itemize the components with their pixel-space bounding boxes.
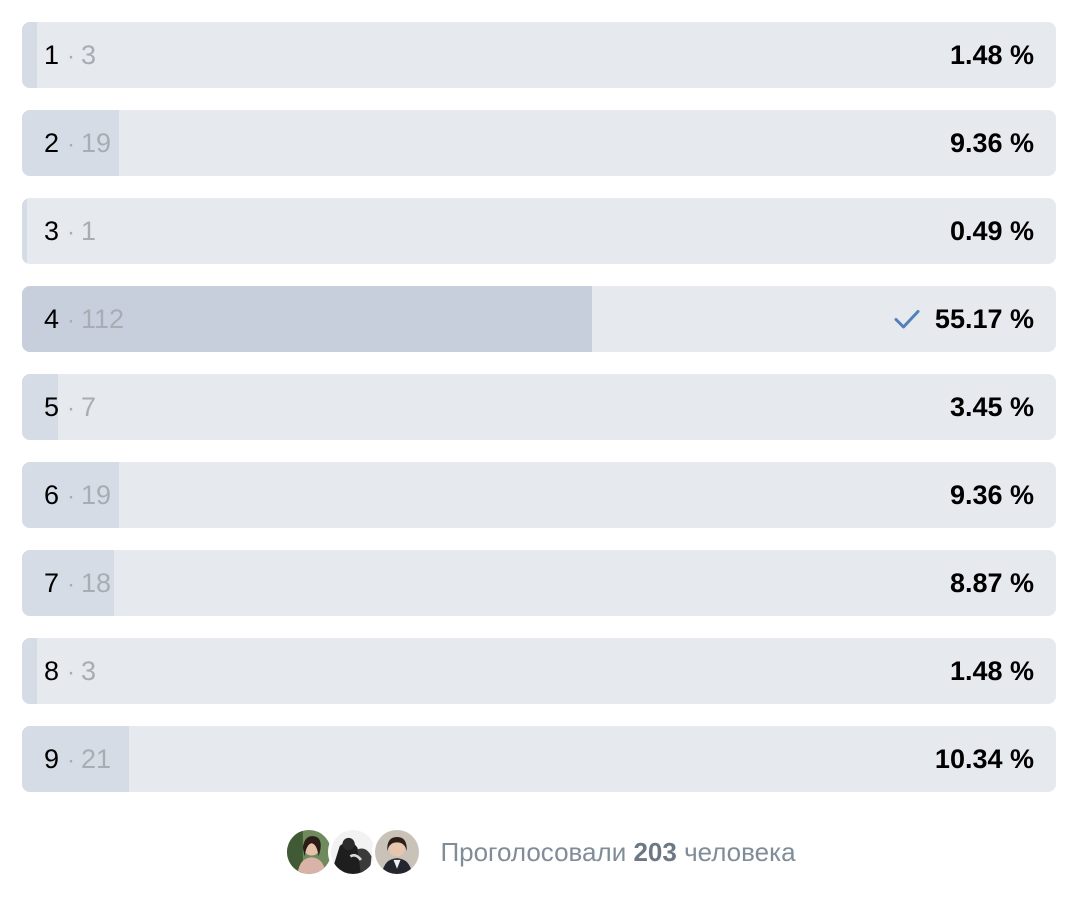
poll-option-label: 1 · 3 bbox=[44, 22, 96, 88]
option-percent: 55.17 % bbox=[934, 303, 1034, 334]
poll-option-6[interactable]: 6 · 19 9.36 % bbox=[22, 462, 1056, 528]
poll-results: 1 · 3 1.48 % 2 · 19 9.36 % 3 · 1 0.49 % 4 · 112 … bbox=[22, 22, 1056, 814]
poll-option-fill bbox=[22, 550, 114, 616]
separator: · bbox=[67, 571, 76, 598]
poll-option-result: 1.48 % bbox=[950, 22, 1034, 88]
poll-option-result: 1.48 % bbox=[950, 638, 1034, 704]
poll-option-3[interactable]: 3 · 1 0.49 % bbox=[22, 198, 1056, 264]
poll-option-1[interactable]: 1 · 3 1.48 % bbox=[22, 22, 1056, 88]
poll-option-7[interactable]: 7 · 18 8.87 % bbox=[22, 550, 1056, 616]
option-vote-count: 21 bbox=[81, 744, 112, 774]
option-title: 3 bbox=[44, 216, 60, 246]
poll-option-fill bbox=[22, 726, 129, 792]
poll-option-9[interactable]: 9 · 21 10.34 % bbox=[22, 726, 1056, 792]
poll-option-fill bbox=[22, 198, 27, 264]
poll-option-result: 55.17 % bbox=[893, 286, 1034, 352]
poll-option-label: 5 · 7 bbox=[44, 374, 96, 440]
separator: · bbox=[67, 131, 76, 158]
option-title: 5 bbox=[44, 392, 60, 422]
option-title: 6 bbox=[44, 480, 60, 510]
option-percent: 1.48 % bbox=[949, 655, 1034, 686]
poll-option-result: 3.45 % bbox=[950, 374, 1034, 440]
poll-option-result: 10.34 % bbox=[935, 726, 1034, 792]
poll-option-fill bbox=[22, 462, 119, 528]
voters-prefix: Проголосовали bbox=[440, 836, 627, 867]
option-percent: 3.45 % bbox=[949, 391, 1034, 422]
poll-option-label: 9 · 21 bbox=[44, 726, 111, 792]
poll-option-result: 0.49 % bbox=[950, 198, 1034, 264]
poll-option-label: 4 · 112 bbox=[44, 286, 124, 352]
option-vote-count: 18 bbox=[81, 568, 112, 598]
poll-option-result: 8.87 % bbox=[950, 550, 1034, 616]
poll-option-8[interactable]: 8 · 3 1.48 % bbox=[22, 638, 1056, 704]
avatar-user-2-icon[interactable] bbox=[328, 827, 379, 877]
voters-summary[interactable]: Проголосовали 203 человека bbox=[440, 837, 795, 868]
voter-avatars[interactable] bbox=[284, 827, 423, 877]
poll-option-fill bbox=[22, 638, 37, 704]
poll-option-4[interactable]: 4 · 112 55.17 % bbox=[22, 286, 1056, 352]
option-vote-count: 19 bbox=[81, 480, 112, 510]
option-vote-count: 7 bbox=[81, 392, 97, 422]
poll-option-label: 6 · 19 bbox=[44, 462, 111, 528]
poll-option-fill bbox=[22, 110, 119, 176]
option-title: 4 bbox=[44, 304, 60, 334]
option-vote-count: 3 bbox=[81, 656, 97, 686]
separator: · bbox=[67, 43, 76, 70]
option-title: 2 bbox=[44, 128, 60, 158]
avatar-user-3-icon[interactable] bbox=[372, 827, 423, 877]
avatar-user-1-icon[interactable] bbox=[284, 827, 335, 877]
separator: · bbox=[67, 219, 76, 246]
option-title: 1 bbox=[44, 40, 60, 70]
option-percent: 10.34 % bbox=[934, 743, 1034, 774]
poll-option-label: 2 · 19 bbox=[44, 110, 111, 176]
option-percent: 9.36 % bbox=[949, 127, 1034, 158]
option-percent: 9.36 % bbox=[949, 479, 1034, 510]
poll-option-label: 7 · 18 bbox=[44, 550, 111, 616]
check-icon bbox=[894, 310, 920, 329]
voters-total: 203 bbox=[633, 836, 677, 867]
poll-option-2[interactable]: 2 · 19 9.36 % bbox=[22, 110, 1056, 176]
option-title: 7 bbox=[44, 568, 60, 598]
option-vote-count: 1 bbox=[81, 216, 97, 246]
poll-option-5[interactable]: 5 · 7 3.45 % bbox=[22, 374, 1056, 440]
poll-option-result: 9.36 % bbox=[950, 462, 1034, 528]
option-vote-count: 19 bbox=[81, 128, 112, 158]
voters-suffix: человека bbox=[684, 836, 796, 867]
poll-option-fill bbox=[22, 286, 592, 352]
separator: · bbox=[67, 483, 76, 510]
poll-option-label: 3 · 1 bbox=[44, 198, 96, 264]
option-percent: 8.87 % bbox=[949, 567, 1034, 598]
separator: · bbox=[67, 659, 76, 686]
option-percent: 1.48 % bbox=[949, 39, 1034, 70]
poll-option-label: 8 · 3 bbox=[44, 638, 96, 704]
poll-option-fill bbox=[22, 22, 37, 88]
poll-option-fill bbox=[22, 374, 58, 440]
option-title: 9 bbox=[44, 744, 60, 774]
option-vote-count: 3 bbox=[81, 40, 97, 70]
separator: · bbox=[67, 395, 76, 422]
separator: · bbox=[67, 747, 76, 774]
option-title: 8 bbox=[44, 656, 60, 686]
option-percent: 0.49 % bbox=[949, 215, 1034, 246]
poll-footer: Проголосовали 203 человека bbox=[0, 824, 1080, 880]
option-vote-count: 112 bbox=[81, 304, 125, 334]
poll-option-result: 9.36 % bbox=[950, 110, 1034, 176]
separator: · bbox=[67, 307, 76, 334]
